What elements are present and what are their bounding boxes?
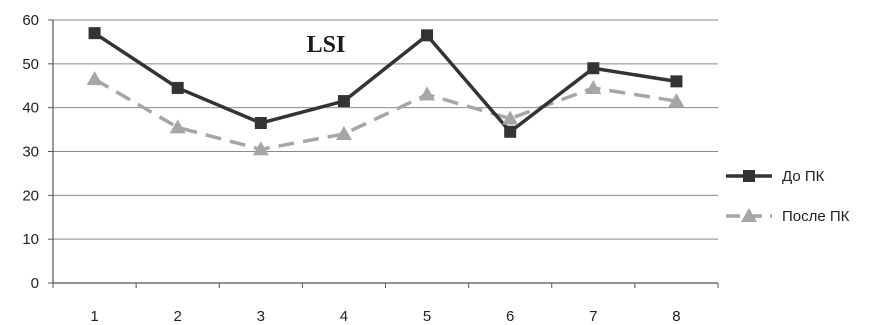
x-tick-label: 1 — [90, 308, 98, 325]
legend: До ПК После ПК — [726, 168, 850, 225]
series-1-point — [421, 29, 434, 42]
series-2-point — [585, 79, 602, 94]
series-lines — [93, 31, 677, 152]
series-2-point — [169, 119, 186, 134]
legend-label: После ПК — [782, 208, 850, 225]
axes — [48, 19, 719, 288]
x-tick-label: 8 — [672, 308, 680, 325]
series-1-line — [93, 31, 677, 134]
series-2-point — [502, 110, 519, 125]
y-tick-label: 0 — [31, 275, 39, 292]
legend-swatch-marker — [743, 170, 755, 182]
x-tick-label: 4 — [340, 308, 348, 325]
x-tick-label: 5 — [423, 308, 431, 325]
series-2-point — [252, 141, 269, 156]
x-tick-label: 6 — [506, 308, 514, 325]
y-tick-label: 60 — [22, 12, 39, 29]
series-1-point — [88, 27, 101, 40]
series-2-point — [668, 93, 685, 108]
x-tick-label: 7 — [589, 308, 597, 325]
series-1-point — [670, 75, 683, 88]
chart-title: LSI — [307, 32, 346, 58]
y-tick-label: 20 — [22, 187, 39, 204]
series-2-point — [419, 86, 436, 101]
legend-item: После ПК — [726, 208, 850, 225]
y-tick-label: 10 — [22, 231, 39, 248]
series-2-line — [93, 77, 677, 152]
series-1-point — [337, 95, 350, 108]
x-tick-label: 3 — [257, 308, 265, 325]
series-2-point — [86, 71, 103, 86]
legend-swatch-marker — [741, 208, 757, 222]
legend-label: До ПК — [782, 168, 825, 185]
series-markers — [86, 27, 685, 156]
y-tick-label: 40 — [22, 100, 39, 117]
series-2-point — [335, 125, 352, 140]
y-tick-label: 50 — [22, 56, 39, 73]
legend-item: До ПК — [726, 168, 825, 185]
series-1-point — [587, 62, 600, 75]
y-tick-labels: 0 10 20 30 40 50 60 — [22, 12, 39, 292]
y-tick-label: 30 — [22, 144, 39, 161]
grid-lines — [53, 19, 718, 240]
x-tick-label: 2 — [174, 308, 182, 325]
series-1-point — [254, 117, 267, 130]
series-1-point — [504, 125, 517, 138]
series-1-point — [171, 81, 184, 94]
x-tick-labels: 1 2 3 4 5 6 7 8 — [90, 308, 680, 325]
